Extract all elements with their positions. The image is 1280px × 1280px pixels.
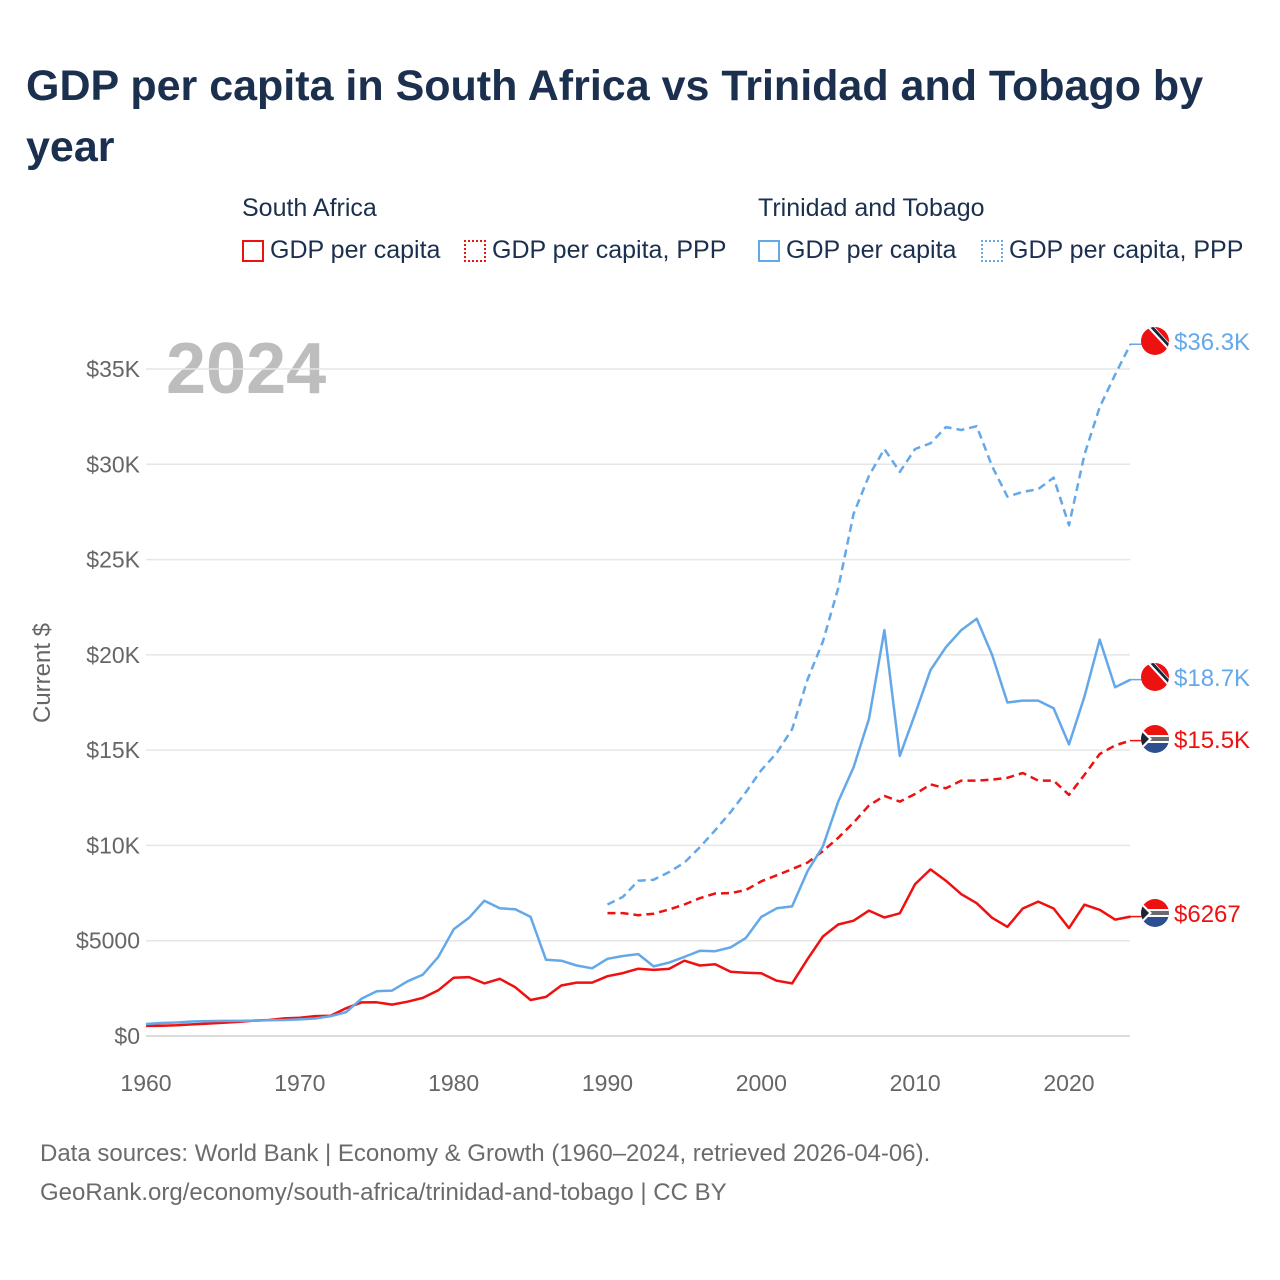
legend-group-trinidad: Trinidad and Tobago bbox=[758, 194, 985, 222]
y-tick-label: $15K bbox=[86, 737, 140, 763]
series-line-2 bbox=[145, 617, 1132, 1026]
legend-item-sa-gdp[interactable]: GDP per capita bbox=[242, 236, 440, 265]
solid-swatch-icon bbox=[758, 239, 780, 262]
south-africa-flag-icon bbox=[1140, 898, 1170, 928]
end-value-label: $15.5K bbox=[1174, 727, 1250, 754]
y-tick-label: $30K bbox=[86, 451, 140, 477]
y-tick-label: $35K bbox=[86, 356, 140, 382]
chart-title: GDP per capita in South Africa vs Trinid… bbox=[26, 62, 1204, 171]
y-tick-label: $25K bbox=[86, 547, 140, 573]
legend-item-sa-ppp[interactable]: GDP per capita, PPP bbox=[464, 236, 726, 265]
x-tick-label: 1980 bbox=[428, 1070, 479, 1096]
y-tick-label: $20K bbox=[86, 642, 140, 668]
dotted-swatch-icon bbox=[464, 239, 486, 262]
legend-label: GDP per capita bbox=[786, 236, 957, 264]
y-tick-label: $0 bbox=[114, 1023, 140, 1049]
dotted-swatch-icon bbox=[981, 239, 1003, 262]
end-value-label: $18.7K bbox=[1174, 665, 1250, 692]
x-tick-label: 1970 bbox=[274, 1070, 325, 1096]
end-value-label: $36.3K bbox=[1174, 329, 1250, 356]
trinidad-flag-icon bbox=[1140, 661, 1171, 692]
series-line-1 bbox=[607, 739, 1131, 917]
legend-item-tt-gdp[interactable]: GDP per capita bbox=[758, 236, 956, 265]
legend-label: GDP per capita bbox=[270, 236, 441, 264]
solid-swatch-icon bbox=[242, 239, 264, 262]
legend-item-tt-ppp[interactable]: GDP per capita, PPP bbox=[981, 236, 1243, 265]
footer-sources: Data sources: World Bank | Economy & Gro… bbox=[40, 1140, 931, 1167]
legend-label: GDP per capita, PPP bbox=[492, 236, 727, 264]
x-tick-label: 1990 bbox=[582, 1070, 633, 1096]
y-tick-label: $10K bbox=[86, 832, 140, 858]
y-tick-label: $5000 bbox=[76, 928, 140, 954]
legend-label: GDP per capita, PPP bbox=[1009, 236, 1244, 264]
x-tick-label: 2010 bbox=[890, 1070, 941, 1096]
footer-link[interactable]: GeoRank.org/economy/south-africa/trinida… bbox=[40, 1179, 727, 1206]
series-line-3 bbox=[606, 343, 1132, 906]
trinidad-flag-icon bbox=[1140, 325, 1171, 356]
legend-group-south-africa: South Africa bbox=[242, 194, 377, 222]
x-tick-label: 2020 bbox=[1043, 1070, 1094, 1096]
x-tick-label: 1960 bbox=[120, 1070, 171, 1096]
x-tick-label: 2000 bbox=[736, 1070, 787, 1096]
series-line-0 bbox=[145, 868, 1131, 1028]
y-axis-label: Current $ bbox=[29, 623, 56, 723]
south-africa-flag-icon bbox=[1140, 724, 1170, 754]
end-value-label: $6267 bbox=[1174, 901, 1241, 928]
